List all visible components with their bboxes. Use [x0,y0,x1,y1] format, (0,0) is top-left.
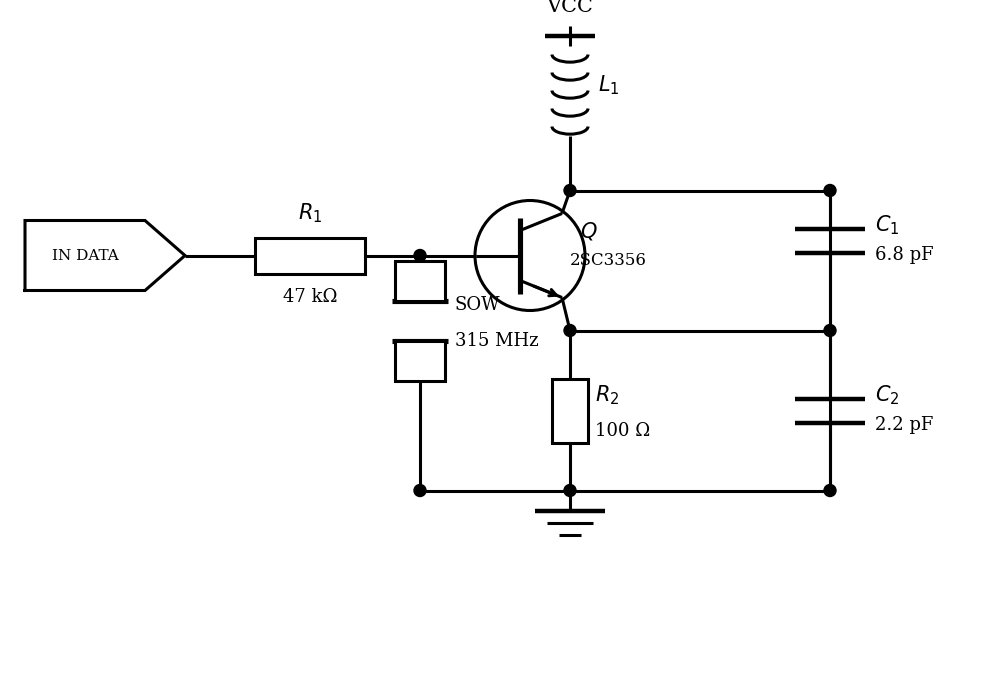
Text: $L_1$: $L_1$ [598,74,620,97]
Circle shape [564,325,576,336]
Circle shape [564,484,576,496]
Circle shape [824,484,836,496]
Bar [255,238,365,274]
Text: $C_1$: $C_1$ [875,214,899,237]
Text: 100 Ω: 100 Ω [595,422,650,439]
Text: 6.8 pF: 6.8 pF [875,247,934,264]
Text: SOW: SOW [455,296,501,315]
Text: 2SC3356: 2SC3356 [570,252,647,269]
Circle shape [564,185,576,197]
Bar [395,340,445,381]
Circle shape [824,185,836,197]
Bar [552,379,588,443]
Text: $R_1$: $R_1$ [298,202,322,225]
Text: 315 MHz: 315 MHz [455,332,539,349]
Text: $Q$: $Q$ [580,219,598,242]
Circle shape [824,325,836,336]
Circle shape [414,249,426,262]
Circle shape [414,484,426,496]
Text: $R_2$: $R_2$ [595,383,619,407]
Text: 47 kΩ: 47 kΩ [283,287,337,306]
Text: 2.2 pF: 2.2 pF [875,417,933,434]
Text: $C_2$: $C_2$ [875,383,899,407]
Text: IN DATA: IN DATA [52,249,118,262]
Bar [395,261,445,300]
Text: VCC: VCC [547,0,593,16]
